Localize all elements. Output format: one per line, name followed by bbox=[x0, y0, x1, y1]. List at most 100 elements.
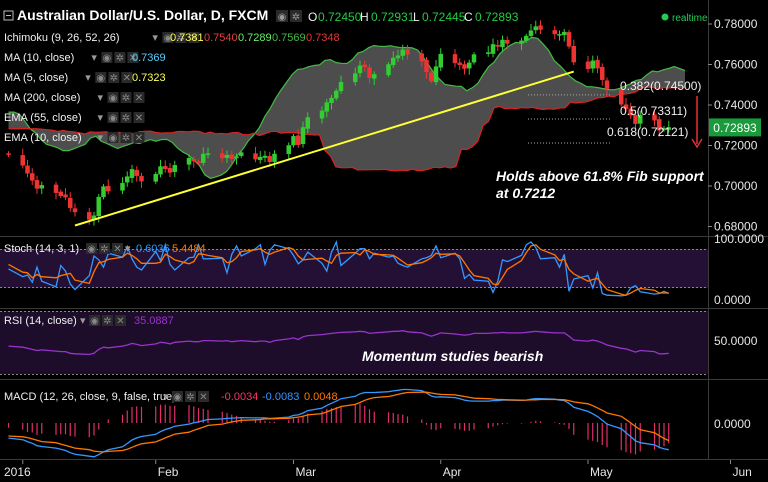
candle[interactable] bbox=[319, 106, 325, 124]
candle[interactable] bbox=[429, 70, 434, 84]
candle[interactable] bbox=[234, 153, 239, 165]
candle[interactable] bbox=[471, 52, 477, 65]
candle[interactable] bbox=[495, 39, 500, 52]
candle[interactable] bbox=[519, 37, 524, 51]
gear-icon-box[interactable] bbox=[175, 32, 187, 43]
candle[interactable] bbox=[25, 159, 30, 178]
candle[interactable] bbox=[163, 160, 168, 173]
candle[interactable] bbox=[158, 159, 163, 178]
candle[interactable] bbox=[196, 159, 201, 165]
candle[interactable] bbox=[262, 150, 268, 163]
candle[interactable] bbox=[300, 121, 306, 148]
dropdown-icon[interactable]: ▾ bbox=[98, 92, 104, 104]
candle[interactable] bbox=[172, 160, 177, 177]
candle[interactable] bbox=[571, 39, 576, 66]
candle[interactable] bbox=[229, 150, 234, 165]
candle[interactable] bbox=[253, 146, 258, 163]
eye-icon[interactable]: ◉ bbox=[109, 113, 118, 124]
gear-icon[interactable]: ✲ bbox=[122, 113, 130, 124]
candle[interactable] bbox=[562, 28, 567, 42]
candle[interactable] bbox=[6, 151, 11, 158]
candle[interactable] bbox=[357, 60, 363, 78]
candle[interactable] bbox=[638, 110, 643, 129]
candle[interactable] bbox=[125, 171, 130, 187]
candlesticks[interactable] bbox=[6, 20, 671, 226]
eye-icon-box[interactable] bbox=[107, 132, 119, 143]
candle[interactable] bbox=[220, 148, 225, 163]
candle[interactable] bbox=[419, 49, 424, 68]
close-icon[interactable]: ✕ bbox=[129, 53, 137, 64]
candle[interactable] bbox=[538, 20, 543, 35]
candle[interactable] bbox=[533, 20, 538, 34]
candle[interactable] bbox=[623, 97, 629, 112]
eye-icon[interactable]: ◉ bbox=[109, 93, 118, 104]
candle[interactable] bbox=[334, 88, 339, 101]
candle[interactable] bbox=[338, 75, 344, 94]
candle[interactable] bbox=[372, 71, 377, 86]
stoch-settings-icons[interactable]: ◉ ✲ ✕ bbox=[86, 243, 123, 255]
gear-icon[interactable]: ✲ bbox=[292, 12, 300, 23]
eye-icon-box[interactable] bbox=[107, 112, 119, 123]
dropdown-icon[interactable]: ▾ bbox=[85, 72, 91, 84]
candle[interactable] bbox=[552, 25, 557, 40]
candle[interactable] bbox=[367, 63, 372, 84]
candle[interactable] bbox=[101, 184, 106, 200]
candle[interactable] bbox=[63, 188, 68, 201]
close-icon-box[interactable] bbox=[133, 112, 145, 123]
candle[interactable] bbox=[462, 60, 467, 75]
eye-icon[interactable]: ◉ bbox=[278, 12, 287, 23]
candle[interactable] bbox=[205, 147, 211, 159]
dropdown-icon[interactable]: ▾ bbox=[152, 32, 158, 44]
dropdown-icon[interactable]: ▾ bbox=[98, 132, 104, 144]
candle[interactable] bbox=[505, 36, 510, 50]
candle[interactable] bbox=[490, 38, 496, 58]
candle[interactable] bbox=[486, 45, 491, 57]
candle[interactable] bbox=[186, 154, 192, 171]
candle[interactable] bbox=[395, 49, 401, 62]
gear-icon[interactable]: ✲ bbox=[122, 133, 130, 144]
rsi-settings-icons[interactable]: ◉ ✲ ✕ bbox=[89, 315, 126, 327]
close-icon[interactable]: ✕ bbox=[190, 33, 198, 44]
eye-icon-box[interactable] bbox=[95, 72, 107, 83]
gear-icon-box[interactable] bbox=[114, 52, 126, 63]
candle[interactable] bbox=[201, 147, 206, 166]
candle[interactable] bbox=[30, 168, 35, 185]
dropdown-icon[interactable]: ▾ bbox=[91, 52, 97, 64]
candle[interactable] bbox=[139, 173, 144, 188]
candle[interactable] bbox=[34, 175, 40, 194]
candle[interactable] bbox=[120, 177, 125, 195]
candle[interactable] bbox=[258, 151, 263, 164]
candle[interactable] bbox=[324, 98, 329, 118]
eye-icon[interactable]: ◉ bbox=[164, 33, 173, 44]
header-settings-icons[interactable]: ◉ ✲ bbox=[276, 10, 302, 23]
dropdown-icon[interactable]: ▾ bbox=[98, 112, 104, 124]
candle[interactable] bbox=[305, 112, 310, 134]
candle[interactable] bbox=[129, 164, 135, 183]
gear-icon[interactable]: ✲ bbox=[122, 93, 130, 104]
candle[interactable] bbox=[457, 58, 462, 70]
gear-icon-box[interactable] bbox=[120, 112, 132, 123]
candle[interactable] bbox=[167, 163, 173, 177]
candle[interactable] bbox=[666, 120, 671, 133]
close-icon-box[interactable] bbox=[188, 32, 200, 43]
candle[interactable] bbox=[528, 24, 534, 39]
candle[interactable] bbox=[134, 166, 139, 182]
gear-icon[interactable]: ✲ bbox=[116, 53, 124, 64]
close-icon[interactable]: ✕ bbox=[135, 93, 143, 104]
candle[interactable] bbox=[191, 156, 196, 168]
close-icon-box[interactable] bbox=[133, 92, 145, 103]
close-icon-box[interactable] bbox=[127, 52, 139, 63]
candle[interactable] bbox=[467, 59, 472, 75]
gear-icon-box[interactable] bbox=[120, 92, 132, 103]
candle[interactable] bbox=[600, 63, 605, 86]
close-icon-box[interactable] bbox=[133, 132, 145, 143]
eye-icon-box[interactable] bbox=[162, 32, 174, 43]
candle[interactable] bbox=[53, 181, 59, 200]
candle[interactable] bbox=[391, 51, 396, 68]
eye-icon[interactable]: ◉ bbox=[96, 73, 105, 84]
candle[interactable] bbox=[566, 29, 572, 49]
candle[interactable] bbox=[20, 148, 25, 169]
candle[interactable] bbox=[424, 56, 429, 79]
eye-icon-box[interactable] bbox=[101, 52, 113, 63]
close-icon[interactable]: ✕ bbox=[123, 73, 131, 84]
